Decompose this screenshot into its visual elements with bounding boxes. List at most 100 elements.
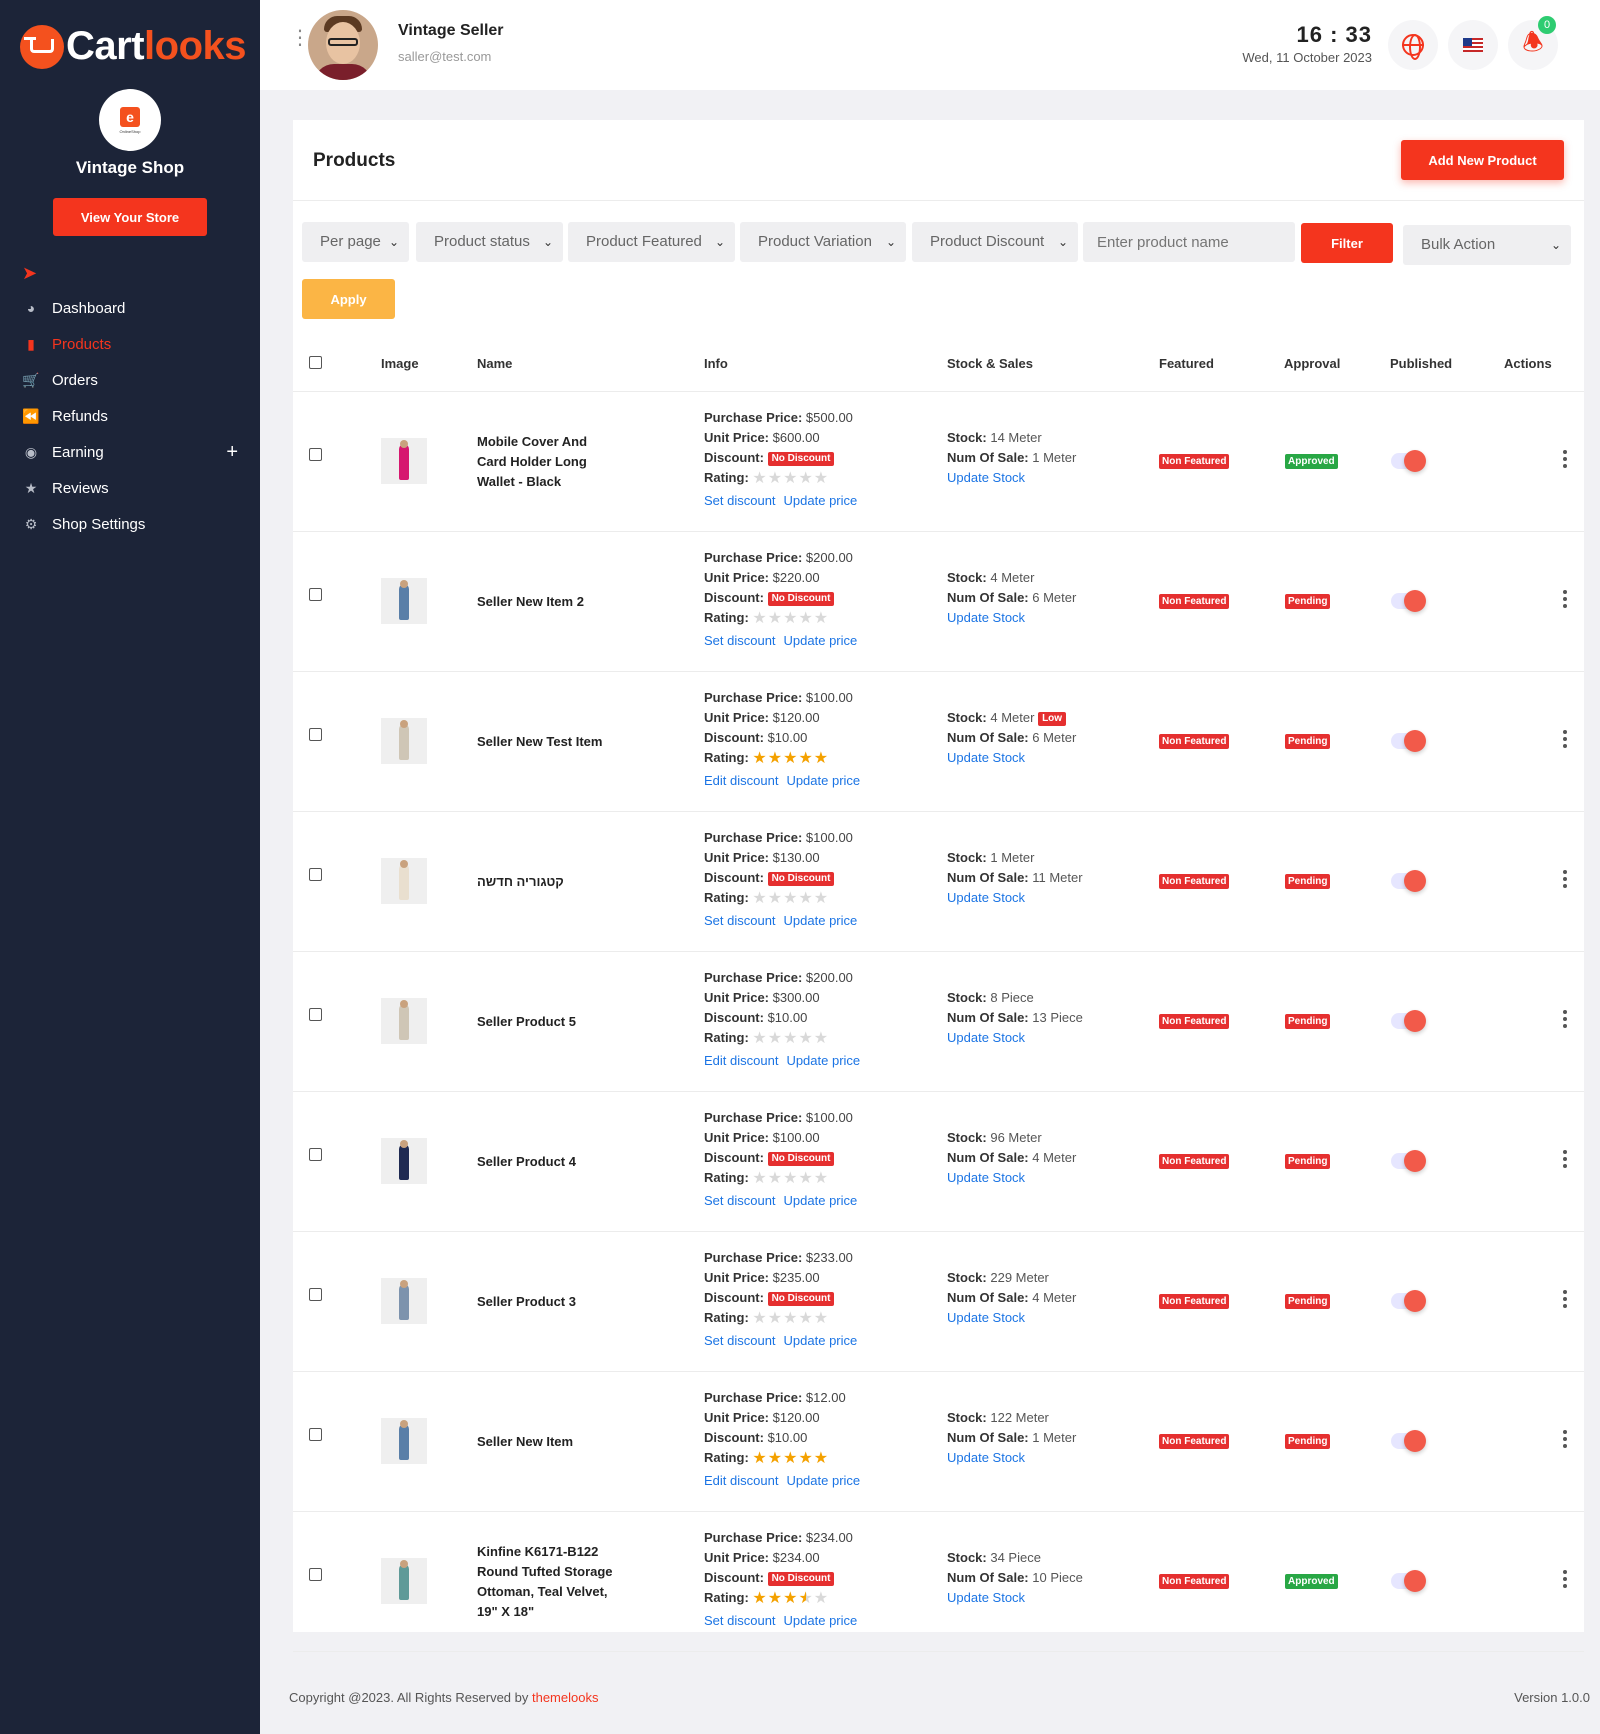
search-input[interactable]: [1083, 222, 1295, 262]
published-toggle[interactable]: [1391, 1010, 1426, 1032]
discount-link[interactable]: Set discount: [704, 913, 776, 928]
discount-link[interactable]: Set discount: [704, 1613, 776, 1628]
row-checkbox[interactable]: [309, 868, 322, 881]
product-name[interactable]: Seller New Item 2: [477, 594, 584, 609]
sidebar-item-earning[interactable]: ◉ Earning +: [0, 434, 260, 470]
add-new-product-button[interactable]: Add New Product: [1401, 140, 1564, 180]
product-name[interactable]: Kinfine K6171-B122 Round Tufted Storage …: [477, 1544, 613, 1619]
apply-button[interactable]: Apply: [302, 279, 395, 319]
row-actions-kebab-icon[interactable]: [1563, 450, 1567, 471]
per-page-select[interactable]: Per page ⌄: [302, 222, 409, 262]
discount-link[interactable]: Edit discount: [704, 1053, 779, 1068]
product-thumbnail[interactable]: [381, 718, 427, 764]
product-thumbnail[interactable]: [381, 998, 427, 1044]
product-name[interactable]: Seller Product 4: [477, 1154, 576, 1169]
sidebar-item-orders[interactable]: 🛒 Orders: [0, 362, 260, 398]
product-name[interactable]: Seller New Test Item: [477, 734, 603, 749]
product-thumbnail[interactable]: [381, 1278, 427, 1324]
product-thumbnail[interactable]: [381, 578, 427, 624]
update-price-link[interactable]: Update price: [786, 1053, 861, 1068]
product-thumbnail[interactable]: [381, 858, 427, 904]
update-stock-link[interactable]: Update Stock: [947, 890, 1026, 905]
published-toggle[interactable]: [1391, 1570, 1426, 1592]
published-toggle[interactable]: [1391, 590, 1426, 612]
update-stock-link[interactable]: Update Stock: [947, 1030, 1026, 1045]
update-price-link[interactable]: Update price: [786, 773, 861, 788]
row-actions-kebab-icon[interactable]: [1563, 590, 1567, 611]
currency-flag-button[interactable]: [1448, 20, 1498, 70]
row-checkbox[interactable]: [309, 448, 322, 461]
update-price-link[interactable]: Update price: [783, 1193, 858, 1208]
sidebar-item-products[interactable]: ▮ Products: [0, 326, 260, 362]
discount-link[interactable]: Set discount: [704, 1333, 776, 1348]
published-toggle[interactable]: [1391, 450, 1426, 472]
published-toggle[interactable]: [1391, 730, 1426, 752]
discount-link[interactable]: Edit discount: [704, 1473, 779, 1488]
discount-link[interactable]: Set discount: [704, 633, 776, 648]
view-store-button[interactable]: View Your Store: [53, 198, 207, 236]
row-actions-kebab-icon[interactable]: [1563, 1430, 1567, 1451]
language-button[interactable]: [1388, 20, 1438, 70]
product-thumbnail[interactable]: [381, 1138, 427, 1184]
row-checkbox[interactable]: [309, 588, 322, 601]
update-stock-link[interactable]: Update Stock: [947, 470, 1026, 485]
cartlooks-logo[interactable]: Cartlooks: [20, 24, 247, 69]
product-discount-select[interactable]: Product Discount ⌄: [912, 222, 1078, 262]
featured-status-badge[interactable]: Non Featured: [1159, 874, 1230, 889]
published-toggle[interactable]: [1391, 870, 1426, 892]
select-all-checkbox[interactable]: [309, 356, 322, 369]
featured-status-badge[interactable]: Non Featured: [1159, 594, 1230, 609]
featured-status-badge[interactable]: Non Featured: [1159, 734, 1230, 749]
update-stock-link[interactable]: Update Stock: [947, 1590, 1026, 1605]
product-name[interactable]: Seller Product 5: [477, 1014, 576, 1029]
discount-link[interactable]: Set discount: [704, 1193, 776, 1208]
row-actions-kebab-icon[interactable]: [1563, 1150, 1567, 1171]
featured-status-badge[interactable]: Non Featured: [1159, 1294, 1230, 1309]
update-price-link[interactable]: Update price: [783, 1613, 858, 1628]
update-price-link[interactable]: Update price: [786, 1473, 861, 1488]
product-status-select[interactable]: Product status ⌄: [416, 222, 563, 262]
row-actions-kebab-icon[interactable]: [1563, 730, 1567, 751]
update-stock-link[interactable]: Update Stock: [947, 750, 1026, 765]
product-thumbnail[interactable]: [381, 1558, 427, 1604]
update-price-link[interactable]: Update price: [783, 1333, 858, 1348]
row-checkbox[interactable]: [309, 1428, 322, 1441]
discount-link[interactable]: Edit discount: [704, 773, 779, 788]
product-name[interactable]: Seller New Item: [477, 1434, 574, 1449]
featured-status-badge[interactable]: Non Featured: [1159, 1154, 1230, 1169]
row-checkbox[interactable]: [309, 1008, 322, 1021]
bulk-action-select[interactable]: Bulk Action ⌄: [1403, 225, 1571, 265]
menu-toggle-icon[interactable]: ⋮: [290, 27, 310, 49]
row-checkbox[interactable]: [309, 1568, 322, 1581]
row-actions-kebab-icon[interactable]: [1563, 1570, 1567, 1591]
update-stock-link[interactable]: Update Stock: [947, 610, 1026, 625]
update-price-link[interactable]: Update price: [783, 913, 858, 928]
sidebar-item-refunds[interactable]: ⏪ Refunds: [0, 398, 260, 434]
featured-status-badge[interactable]: Non Featured: [1159, 1574, 1230, 1589]
published-toggle[interactable]: [1391, 1430, 1426, 1452]
row-checkbox[interactable]: [309, 728, 322, 741]
featured-status-badge[interactable]: Non Featured: [1159, 1434, 1230, 1449]
row-actions-kebab-icon[interactable]: [1563, 1290, 1567, 1311]
update-stock-link[interactable]: Update Stock: [947, 1310, 1026, 1325]
row-actions-kebab-icon[interactable]: [1563, 1010, 1567, 1031]
product-thumbnail[interactable]: [381, 1418, 427, 1464]
sidebar-item-reviews[interactable]: ★ Reviews: [0, 470, 260, 506]
product-name[interactable]: Seller Product 3: [477, 1294, 576, 1309]
discount-link[interactable]: Set discount: [704, 493, 776, 508]
published-toggle[interactable]: [1391, 1290, 1426, 1312]
product-name[interactable]: Mobile Cover And Card Holder Long Wallet…: [477, 434, 588, 489]
avatar[interactable]: [308, 10, 378, 80]
published-toggle[interactable]: [1391, 1150, 1426, 1172]
pin-icon[interactable]: ➤: [22, 263, 38, 283]
row-checkbox[interactable]: [309, 1148, 322, 1161]
product-thumbnail[interactable]: [381, 438, 427, 484]
update-price-link[interactable]: Update price: [783, 633, 858, 648]
row-checkbox[interactable]: [309, 1288, 322, 1301]
sidebar-item-shop-settings[interactable]: ⚙ Shop Settings: [0, 506, 260, 542]
product-name[interactable]: קטגוריה חדשה: [477, 874, 564, 889]
filter-button[interactable]: Filter: [1301, 223, 1393, 263]
product-featured-select[interactable]: Product Featured ⌄: [568, 222, 735, 262]
notifications-button[interactable]: 🕭 0: [1508, 16, 1558, 70]
product-variation-select[interactable]: Product Variation ⌄: [740, 222, 906, 262]
